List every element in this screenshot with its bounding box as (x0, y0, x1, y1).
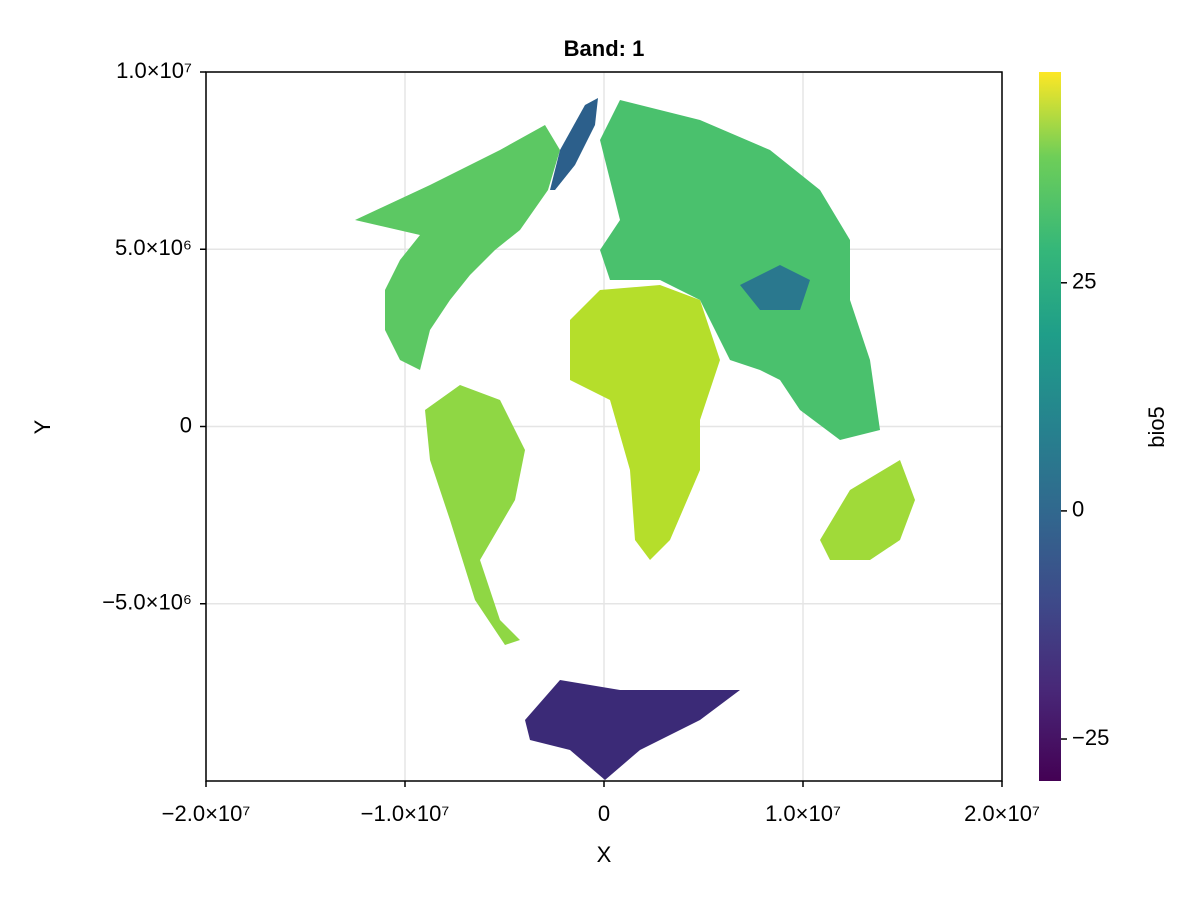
land (740, 265, 810, 310)
y-axis-label: Y (30, 419, 55, 434)
y-tick-label: 0 (180, 412, 192, 437)
colorbar-tick-label: 0 (1072, 497, 1084, 522)
y-tick-label: 5.0×10⁶ (115, 235, 192, 260)
x-tick-label: −1.0×10⁷ (361, 801, 450, 826)
land (550, 98, 598, 190)
land (820, 460, 915, 560)
land (425, 385, 525, 645)
land (600, 100, 880, 440)
y-tick-label: 1.0×10⁷ (116, 58, 192, 83)
x-tick-label: −2.0×10⁷ (162, 801, 251, 826)
y-tick-label: −5.0×10⁶ (102, 590, 192, 615)
colorbar-tick-label: −25 (1072, 725, 1109, 750)
colorbar-tick-label: 25 (1072, 269, 1096, 294)
land (525, 680, 740, 780)
colorbar (1039, 72, 1061, 781)
land (355, 125, 560, 370)
raster (355, 98, 915, 780)
land (570, 285, 720, 560)
x-tick-label: 1.0×10⁷ (765, 801, 841, 826)
x-tick-label: 0 (598, 801, 610, 826)
colorbar-label: bio5 (1144, 406, 1169, 448)
chart-title: Band: 1 (564, 36, 645, 61)
x-axis-label: X (597, 842, 612, 867)
x-tick-label: 2.0×10⁷ (964, 801, 1040, 826)
grid (205, 71, 1003, 781)
